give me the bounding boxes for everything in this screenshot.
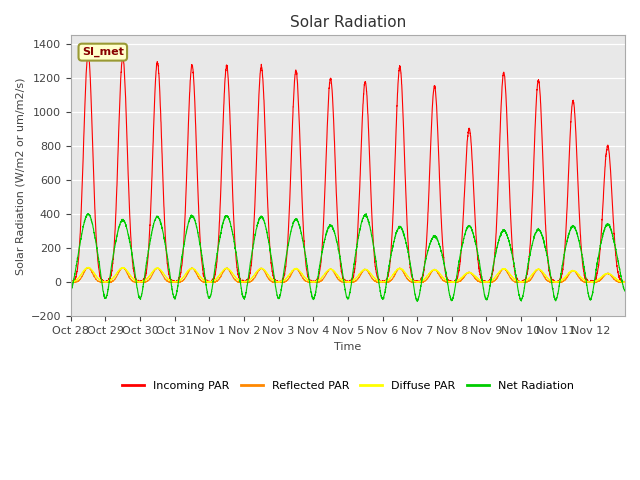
Diffuse PAR <box>541 273 549 278</box>
Incoming PAR <box>67 279 75 285</box>
Legend: Incoming PAR, Reflected PAR, Diffuse PAR, Net Radiation: Incoming PAR, Reflected PAR, Diffuse PAR… <box>118 376 579 395</box>
Reflected PAR <box>369 276 376 282</box>
Incoming PAR <box>369 228 376 233</box>
Diffuse PAR <box>182 271 189 276</box>
Incoming PAR <box>527 222 535 228</box>
Net Radiation <box>500 228 508 233</box>
Net Radiation <box>398 227 406 232</box>
Reflected PAR <box>67 279 75 285</box>
Title: Solar Radiation: Solar Radiation <box>290 15 406 30</box>
Net Radiation <box>67 287 75 292</box>
Net Radiation <box>369 238 376 243</box>
Net Radiation <box>413 298 421 304</box>
Diffuse PAR <box>398 267 406 273</box>
X-axis label: Time: Time <box>334 342 362 352</box>
Line: Reflected PAR: Reflected PAR <box>71 267 625 282</box>
Y-axis label: Solar Radiation (W/m2 or um/m2/s): Solar Radiation (W/m2 or um/m2/s) <box>15 77 25 275</box>
Net Radiation <box>527 245 535 251</box>
Reflected PAR <box>527 276 535 282</box>
Reflected PAR <box>541 276 549 282</box>
Diffuse PAR <box>500 266 508 272</box>
Line: Net Radiation: Net Radiation <box>71 214 625 301</box>
Diffuse PAR <box>621 279 629 285</box>
Diffuse PAR <box>67 279 75 285</box>
Reflected PAR <box>182 274 189 280</box>
Incoming PAR <box>621 279 629 285</box>
Incoming PAR <box>84 51 92 57</box>
Incoming PAR <box>542 222 550 228</box>
Incoming PAR <box>500 71 508 76</box>
Reflected PAR <box>85 264 93 270</box>
Net Radiation <box>84 211 92 216</box>
Reflected PAR <box>500 266 508 272</box>
Line: Incoming PAR: Incoming PAR <box>71 54 625 282</box>
Incoming PAR <box>399 94 406 100</box>
Reflected PAR <box>621 279 629 285</box>
Diffuse PAR <box>527 273 535 278</box>
Reflected PAR <box>398 267 406 273</box>
Incoming PAR <box>182 192 189 198</box>
Diffuse PAR <box>84 264 92 270</box>
Text: SI_met: SI_met <box>82 47 124 57</box>
Net Radiation <box>542 245 550 251</box>
Incoming PAR <box>67 278 75 284</box>
Line: Diffuse PAR: Diffuse PAR <box>71 267 625 282</box>
Diffuse PAR <box>369 273 376 279</box>
Net Radiation <box>621 288 629 293</box>
Net Radiation <box>182 232 189 238</box>
